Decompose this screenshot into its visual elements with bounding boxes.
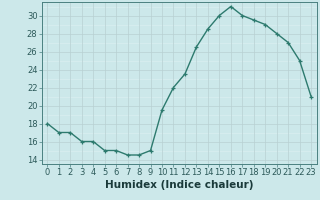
X-axis label: Humidex (Indice chaleur): Humidex (Indice chaleur) <box>105 180 253 190</box>
